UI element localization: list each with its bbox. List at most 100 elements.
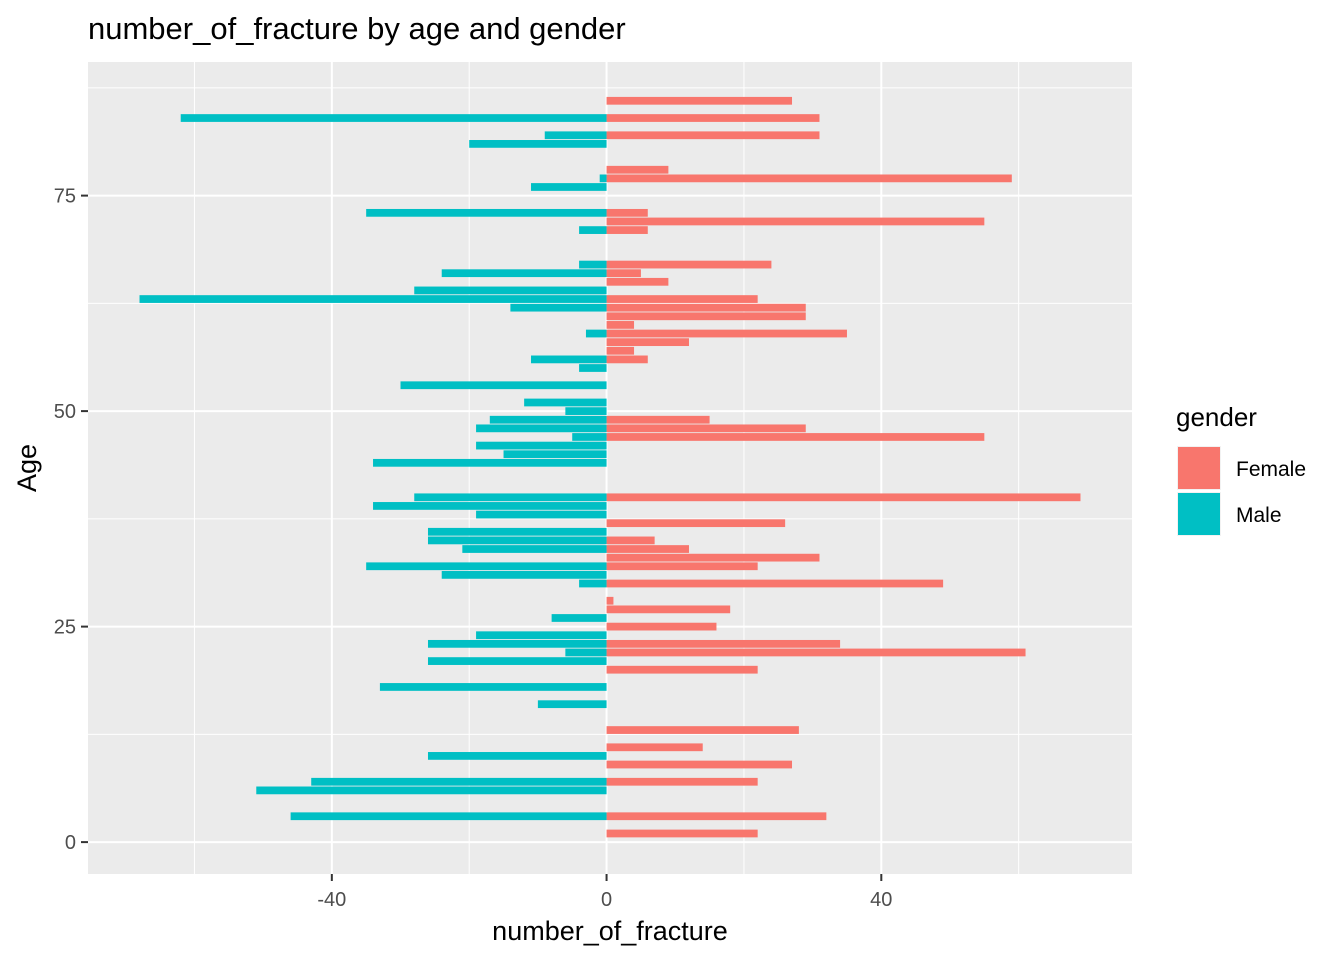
bar-male: [366, 208, 607, 217]
bar-male: [462, 545, 607, 553]
bar-male: [427, 657, 607, 665]
bar-male: [414, 493, 607, 502]
chart-title: number_of_fracture by age and gender: [88, 11, 626, 46]
bar-female: [606, 553, 820, 562]
bar-female: [606, 260, 772, 269]
x-tick-label: 40: [870, 889, 892, 911]
bar-female: [606, 519, 786, 528]
bar-male: [531, 355, 607, 364]
bar-male: [599, 174, 607, 183]
bar-male: [427, 752, 607, 760]
x-axis-title: number_of_fracture: [492, 916, 728, 946]
bar-male: [414, 286, 607, 295]
bar-male: [510, 303, 607, 312]
bar-female: [606, 622, 717, 631]
bar-male: [489, 415, 607, 424]
bar-female: [606, 665, 758, 674]
bar-male: [572, 433, 607, 441]
legend-title: gender: [1176, 402, 1257, 432]
bar-male: [311, 777, 607, 786]
y-tick-label: 0: [65, 832, 76, 854]
bar-male: [427, 639, 607, 648]
bar-female: [606, 596, 614, 605]
bar-male: [476, 441, 607, 450]
bar-female: [606, 605, 731, 614]
bar-female: [606, 777, 758, 786]
x-tick-label: -40: [317, 889, 346, 911]
bar-female: [606, 165, 669, 174]
bar-female: [606, 579, 944, 588]
y-axis: 0 25 50 75: [54, 186, 88, 854]
x-axis: -40 0 40: [317, 874, 892, 911]
bar-female: [606, 639, 841, 648]
y-axis-title: Age: [12, 444, 42, 492]
bar-male: [373, 458, 607, 467]
bar-male: [579, 260, 607, 269]
bar-female: [606, 208, 648, 217]
bar-female: [606, 743, 703, 752]
y-tick-label: 50: [54, 401, 76, 423]
bar-male: [579, 579, 607, 588]
legend-label-female: Female: [1236, 458, 1306, 481]
y-tick-label: 75: [54, 186, 76, 208]
bar-male: [427, 536, 607, 545]
bar-male: [379, 683, 607, 691]
bar-male: [441, 571, 607, 579]
bar-male: [139, 295, 607, 303]
bar-male: [180, 114, 607, 122]
bar-female: [606, 131, 820, 140]
bar-female: [606, 295, 758, 303]
bar-female: [606, 226, 648, 234]
bars: [139, 96, 1081, 838]
bar-female: [606, 96, 793, 105]
bar-female: [606, 433, 985, 441]
bar-female: [606, 812, 827, 821]
bar-female: [606, 829, 758, 838]
bar-male: [256, 786, 607, 795]
bar-female: [606, 545, 689, 553]
bar-male: [524, 398, 607, 407]
bar-male: [366, 562, 607, 571]
bar-female: [606, 726, 799, 734]
legend-swatch-male: [1178, 493, 1220, 535]
bar-male: [551, 614, 607, 622]
bar-male: [400, 381, 607, 390]
bar-male: [585, 329, 607, 338]
plot-panel: [88, 62, 1132, 874]
bar-male: [579, 226, 607, 234]
bar-female: [606, 760, 793, 769]
bar-male: [544, 131, 607, 140]
bar-female: [606, 346, 635, 355]
bar-male: [579, 364, 607, 372]
bar-female: [606, 536, 655, 545]
bar-male: [469, 140, 607, 148]
bar-female: [606, 303, 806, 312]
bar-female: [606, 355, 648, 364]
bar-female: [606, 312, 806, 321]
bar-male: [290, 812, 607, 821]
bar-female: [606, 329, 847, 338]
bar-female: [606, 562, 758, 571]
y-tick-label: 25: [54, 617, 76, 639]
bar-female: [606, 338, 689, 347]
bar-female: [606, 424, 806, 433]
bar-male: [565, 407, 607, 415]
legend-swatch-female: [1178, 447, 1220, 489]
bar-male: [476, 510, 607, 519]
legend-label-male: Male: [1236, 504, 1282, 527]
minor-gridlines: [88, 62, 1132, 874]
bar-male: [537, 700, 607, 709]
x-tick-label: 0: [601, 889, 612, 911]
bar-male: [373, 502, 607, 510]
bar-male: [476, 631, 607, 640]
bar-male: [565, 648, 607, 657]
bar-female: [606, 493, 1081, 502]
bar-female: [606, 269, 641, 278]
bar-male: [441, 269, 607, 278]
bar-female: [606, 174, 1012, 183]
bar-male: [531, 183, 607, 191]
bar-male: [427, 527, 607, 536]
bar-male: [503, 450, 607, 459]
bar-female: [606, 277, 669, 286]
